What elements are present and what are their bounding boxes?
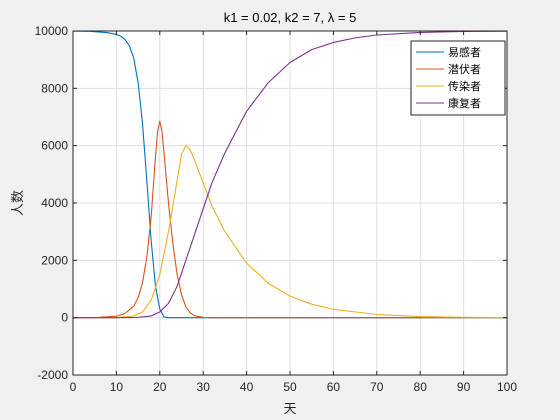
x-tick-label: 50 bbox=[283, 380, 297, 394]
legend-label: 易感者 bbox=[448, 46, 481, 59]
legend-label: 康复者 bbox=[448, 96, 481, 110]
legend-label: 潜伏者 bbox=[448, 62, 481, 76]
y-axis-label: 人数 bbox=[11, 190, 26, 216]
y-tick-label: 0 bbox=[61, 311, 68, 325]
x-tick-label: 100 bbox=[497, 380, 517, 394]
x-tick-label: 90 bbox=[457, 380, 471, 394]
chart-title: k1 = 0.02, k2 = 7, λ = 5 bbox=[224, 10, 357, 25]
legend-label: 传染者 bbox=[448, 79, 481, 93]
x-tick-label: 30 bbox=[197, 380, 211, 394]
series-line-2 bbox=[73, 145, 508, 319]
x-tick-label: 10 bbox=[110, 380, 124, 394]
x-tick-label: 40 bbox=[240, 380, 254, 394]
series-line-3 bbox=[73, 30, 508, 319]
x-tick-label: 70 bbox=[370, 380, 384, 394]
x-tick-label: 20 bbox=[153, 380, 167, 394]
y-tick-label: 8000 bbox=[41, 81, 68, 95]
y-tick-label: 10000 bbox=[35, 24, 69, 38]
series-line-1 bbox=[73, 120, 507, 319]
x-axis-label: 天 bbox=[283, 402, 296, 417]
x-tick-label: 60 bbox=[327, 380, 341, 394]
x-tick-label: 0 bbox=[70, 380, 77, 394]
y-tick-label: 6000 bbox=[41, 139, 68, 153]
y-tick-label: 2000 bbox=[41, 253, 68, 267]
y-tick-label: 4000 bbox=[41, 196, 68, 210]
y-tick-label: -2000 bbox=[37, 368, 68, 382]
axis-ticks: 0 10 20 30 40 50 60 70 80 90 100-20000200040006000… bbox=[35, 24, 518, 394]
x-tick-label: 80 bbox=[414, 380, 428, 394]
